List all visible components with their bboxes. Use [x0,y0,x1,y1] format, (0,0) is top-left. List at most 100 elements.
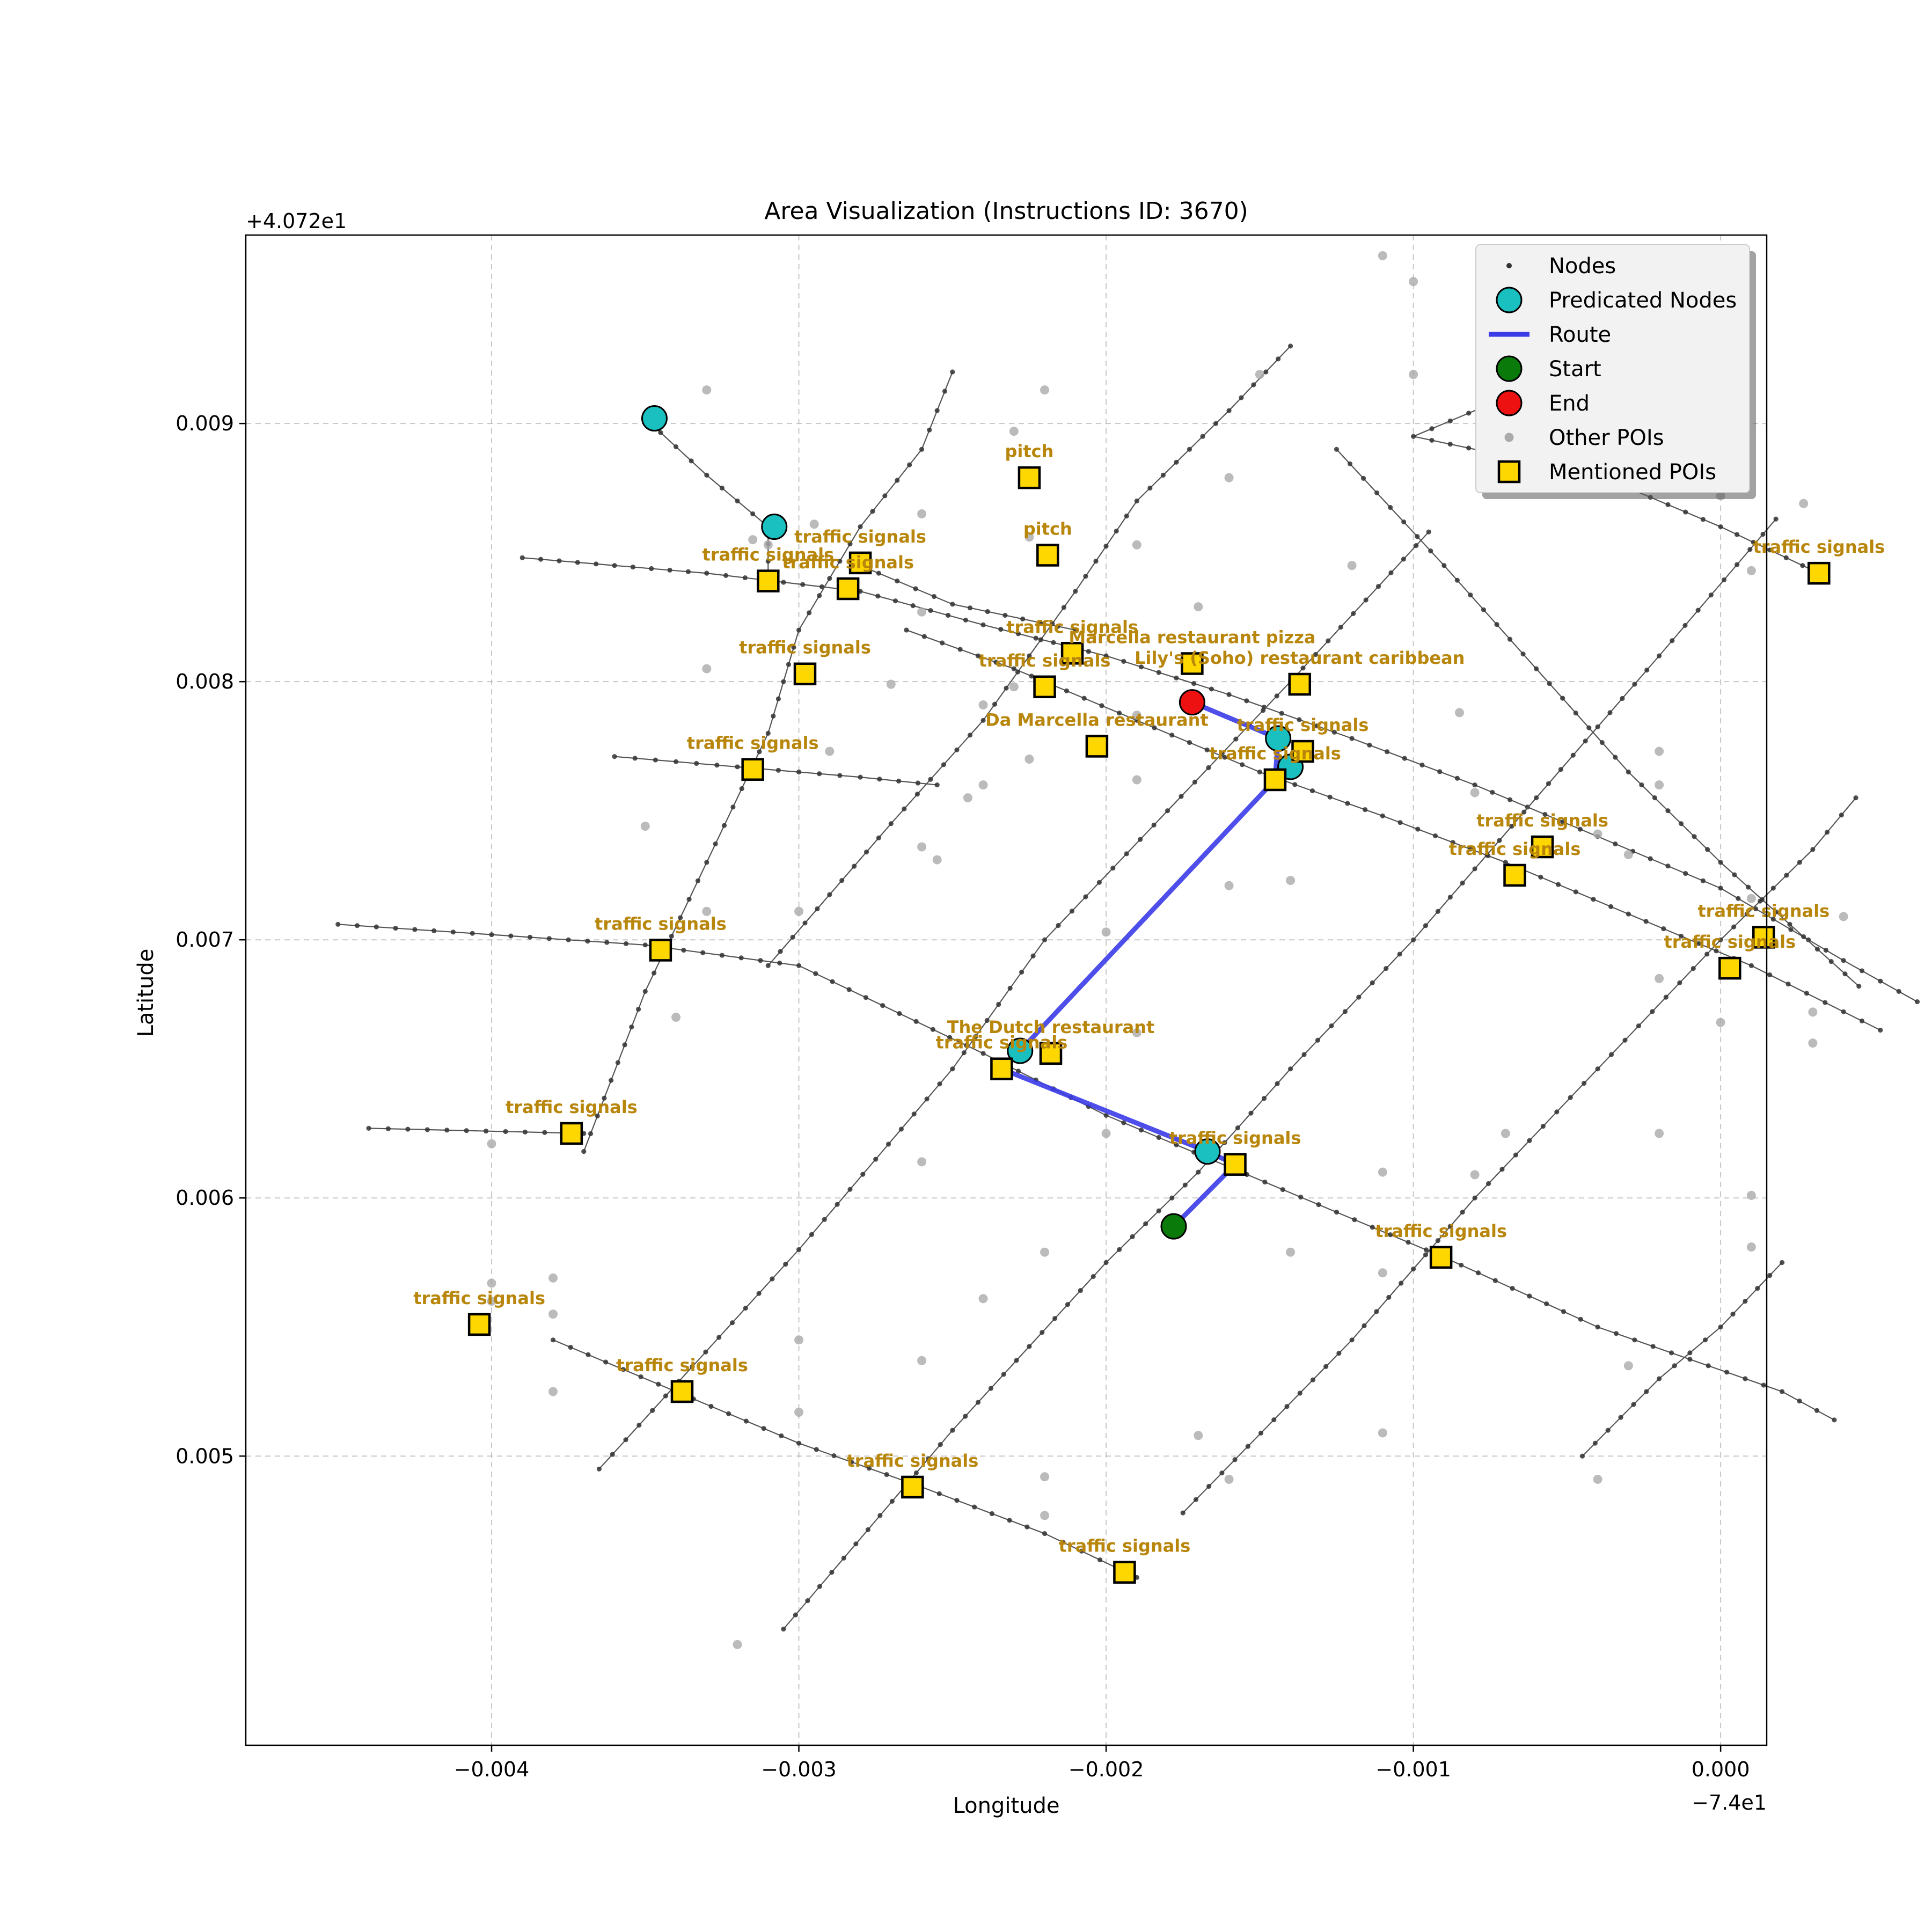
other-poi [825,747,835,756]
node-dot [817,1584,822,1589]
node-dot [839,877,845,883]
node-dot [723,573,729,578]
node-dot [743,1418,749,1424]
node-dot [1447,895,1453,900]
node-dot [985,609,990,614]
node-dot [604,940,610,945]
mentioned-poi-marker [1085,735,1109,758]
mentioned-poi-marker [1503,863,1526,887]
node-dot [1397,820,1403,825]
node-dot [1527,1293,1532,1299]
node-dot [612,754,617,759]
node-dot [1605,1428,1611,1433]
node-dot [1568,1095,1573,1100]
node-dot [1423,923,1429,928]
node-dot [1410,937,1416,942]
node-dot [1056,923,1061,928]
node-dot [1257,769,1262,775]
node-dot [1117,1247,1122,1253]
legend-end-label: End [1549,391,1590,416]
node-dot [1441,563,1447,568]
node-dot [1020,616,1026,621]
node-dot [1401,557,1406,562]
node-dot [1310,1377,1316,1382]
node-dot [1608,1052,1614,1057]
node-dot [796,1440,802,1446]
mentioned-poi-label: Lily's (Soho) restaurant caribbean [1135,648,1465,668]
node-dot [1538,874,1543,880]
node-dot [686,897,692,902]
node-dot [790,934,795,940]
node-dot [1222,755,1227,760]
node-dot [1687,1350,1693,1356]
node-dot [1336,1350,1342,1356]
node-dot [719,485,725,491]
other-poi [1799,499,1809,508]
node-dot [1316,1202,1321,1208]
node-dot [1783,555,1789,560]
node-dot [972,1504,977,1510]
node-dot [653,757,658,763]
node-dot [1419,762,1425,768]
node-dot [1428,548,1433,554]
node-dot [1828,959,1834,964]
street-edge [522,557,1918,1002]
node-dot [876,570,882,576]
node-dot [950,1066,955,1072]
node-dot [1298,1195,1304,1200]
node-dot [1222,1140,1227,1145]
node-dot [1784,873,1789,878]
node-dot [1370,1225,1375,1230]
other-poi [917,1356,927,1365]
node-dot [1896,989,1901,994]
node-dot [1415,826,1421,832]
node-dot [1349,736,1355,741]
mentioned-poi-marker [1429,1246,1453,1269]
node-dot [1055,624,1060,629]
node-dot [1797,860,1802,865]
node-dot [595,1113,600,1118]
mentioned-poi-marker [1036,544,1059,567]
other-poi [487,1278,496,1288]
node-dot [1573,889,1578,895]
other-poi [809,519,819,529]
node-dot [1314,723,1320,729]
node-dot [896,778,902,784]
node-dot [1432,833,1438,839]
node-dot [1209,686,1214,692]
node-dot [1193,1497,1199,1502]
node-dot [1232,1457,1238,1462]
node-dot [777,960,782,966]
node-dot [704,472,709,478]
node-dot [689,458,694,464]
node-dot [719,953,725,958]
node-dot [1251,382,1256,387]
node-dot [1672,1363,1677,1368]
node-dot [1797,1399,1802,1404]
node-dot [1841,958,1846,963]
node-dot [885,1141,891,1147]
node-dot [1613,755,1618,760]
other-poi [1470,1170,1480,1180]
node-dot [1735,532,1740,537]
node-dot [1300,665,1306,671]
node-dot [980,622,986,627]
node-dot [508,933,514,939]
node-dot [1001,1372,1006,1377]
node-dot [632,756,638,761]
node-dot [652,970,657,976]
node-dot [1147,485,1153,491]
y-tick-label: 0.007 [175,928,234,952]
node-dot [1182,1182,1188,1188]
node-dot [1661,926,1666,932]
node-dot [1134,498,1139,504]
node-dot [1509,823,1514,829]
other-poi [1224,881,1234,890]
node-dot [1073,627,1078,633]
node-dot [1577,826,1583,832]
node-dot [1780,1389,1785,1394]
node-dot [817,593,822,598]
node-dot [963,617,968,623]
other-poi [1746,566,1756,575]
